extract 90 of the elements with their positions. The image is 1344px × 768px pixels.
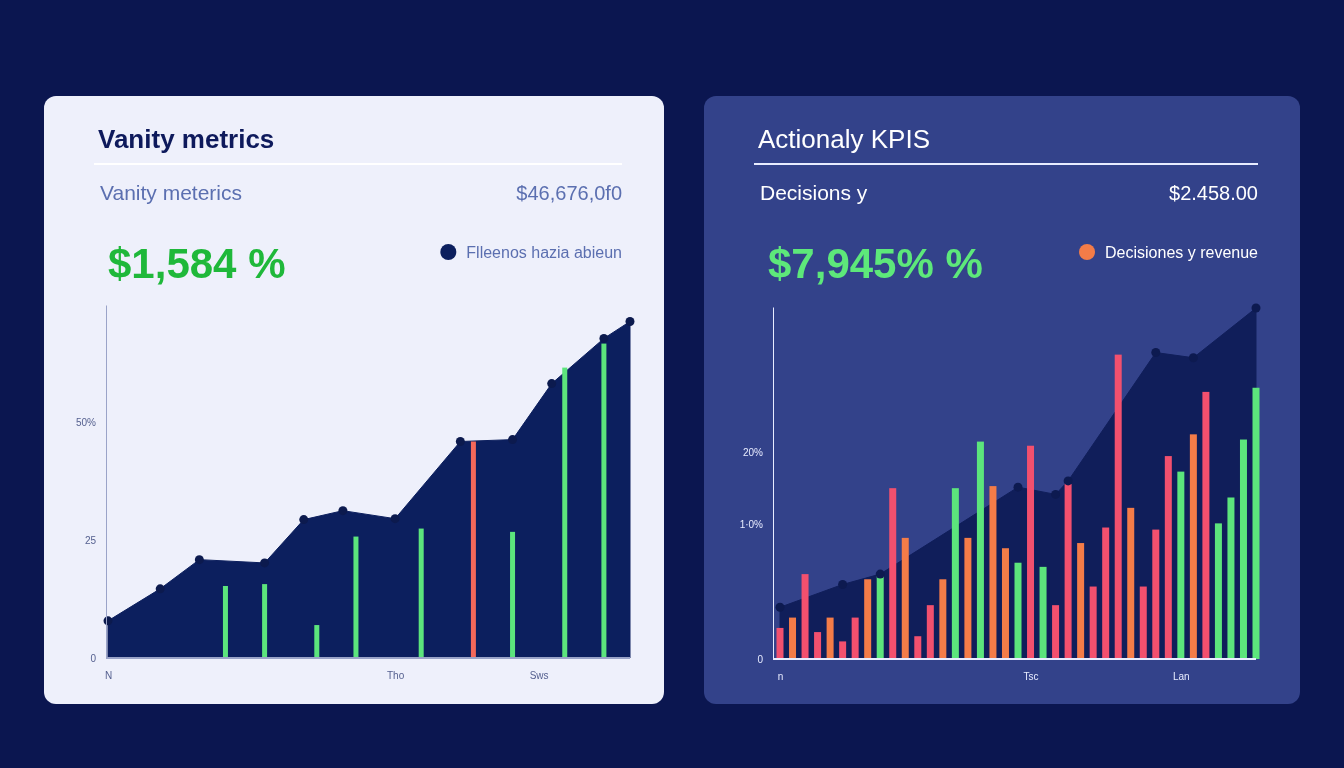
bar [1202,391,1210,659]
text: $46,676,0f0 [516,182,622,204]
point [194,555,204,565]
bar [851,617,859,659]
x-tick-label: Tho [386,670,405,682]
bar [1252,387,1260,659]
point [390,514,400,524]
point [1188,353,1198,363]
bar [222,585,228,658]
point [875,569,885,579]
point [1051,489,1061,499]
bar [914,636,922,659]
y-tick-label: 0 [757,653,764,665]
y-tick-label: 25 [84,535,97,547]
bar [901,537,909,659]
point [338,506,348,516]
y-tick-label: 0 [90,652,97,664]
bar [951,488,959,659]
bar [939,579,947,659]
point [625,316,635,326]
bar [1164,456,1172,659]
point [1063,476,1073,486]
point [838,579,848,589]
point [1013,482,1023,492]
bar [926,605,934,659]
bar [601,343,607,658]
point [299,515,309,525]
y-tick-label: 1·0% [739,519,764,531]
legend-label: Decisiones y revenue [1105,244,1259,261]
bar [562,367,568,658]
text: $7,945% % [768,240,983,287]
point [508,435,518,445]
bar [314,625,320,658]
bar [470,441,476,658]
bar [1114,354,1122,659]
bar [1152,529,1160,659]
y-tick-label: 50% [75,417,97,429]
x-tick-label: Lan [1173,671,1190,683]
chart-subtitle: Decisions y [760,181,868,204]
bar [876,574,884,659]
bar [1189,434,1197,659]
bar [1227,497,1235,659]
bar [1014,562,1022,659]
point [599,333,609,343]
bar [353,536,359,658]
point [155,584,165,594]
bar [1127,507,1135,659]
point [1151,348,1161,358]
bar [1139,586,1147,659]
bar [814,632,822,659]
bar [839,641,847,659]
y-tick-label: 20% [742,446,764,458]
x-tick-label: N [104,670,113,682]
bar [510,531,516,658]
bar [1052,605,1060,659]
bar [864,579,872,659]
point [547,379,557,389]
bar [889,488,897,659]
bar [1027,445,1035,659]
bar [1064,484,1072,659]
bar [1177,471,1185,659]
bar [964,537,972,659]
chart-title: Actionaly KPIS [758,124,930,154]
bar [1001,548,1009,659]
bar [1214,523,1222,659]
x-tick-label: Sws [529,670,549,682]
point [455,436,465,446]
bar [826,617,834,659]
bar [801,574,809,659]
bar [418,528,424,658]
point [775,602,785,612]
text: $1,584 % [108,240,286,287]
x-tick-label: Tsc [1023,671,1039,683]
bar [789,617,797,659]
bar [1039,566,1047,659]
bar [1239,439,1247,659]
chart-subtitle: Vanity meterics [100,181,242,204]
bar [976,441,984,659]
legend-label: Flleenos hazia abieun [466,244,622,261]
point [1251,303,1261,313]
bar [262,584,268,658]
point [260,558,270,568]
text: $2.458.00 [1169,182,1258,204]
bar [776,627,784,659]
chart-title: Vanity metrics [98,124,275,154]
x-tick-label: n [777,671,784,683]
bar [1089,586,1097,659]
bar [989,486,997,659]
bar [1102,527,1110,659]
bar [1077,543,1085,659]
